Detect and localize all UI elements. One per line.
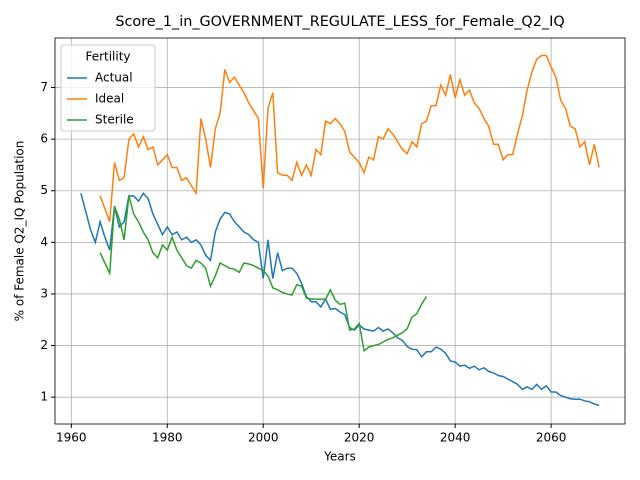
- x-tick-label: 2060: [536, 431, 567, 445]
- line-series: [99, 195, 428, 353]
- x-tick-label: 1980: [152, 431, 183, 445]
- line-series: [99, 54, 600, 222]
- legend-label: Sterile: [95, 113, 134, 127]
- plot-frame: [54, 37, 626, 425]
- x-axis-label: Years: [323, 450, 356, 464]
- y-tick-label: 5: [40, 183, 48, 197]
- y-tick-label: 3: [40, 286, 48, 300]
- line-series: [80, 192, 600, 407]
- x-tick-label: 2000: [248, 431, 279, 445]
- y-tick-label: 4: [40, 235, 48, 249]
- y-tick-label: 6: [40, 132, 48, 146]
- y-axis-label: % of Female Q2_IQ Population: [13, 141, 27, 322]
- x-tick-label: 2040: [440, 431, 471, 445]
- y-tick-label: 2: [40, 338, 48, 352]
- legend-box: [60, 44, 156, 132]
- legend-label: Ideal: [95, 92, 124, 106]
- legend-label: Actual: [95, 71, 133, 85]
- legend-title: Fertility: [85, 50, 130, 64]
- chart-title: Score_1_in_GOVERNMENT_REGULATE_LESS_for_…: [115, 14, 564, 30]
- y-tick-label: 1: [40, 390, 48, 404]
- x-tick-label: 1960: [56, 431, 87, 445]
- x-tick-label: 2020: [344, 431, 375, 445]
- y-tick-label: 7: [40, 80, 48, 94]
